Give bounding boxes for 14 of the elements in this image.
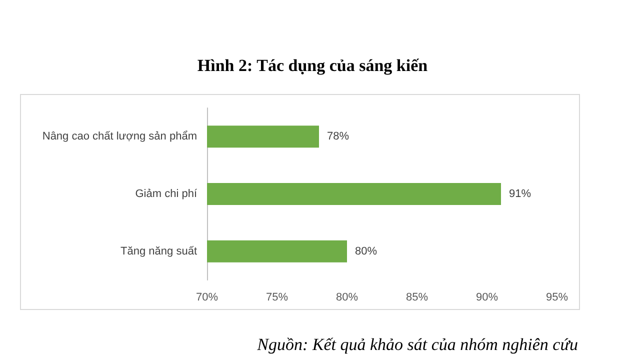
x-tick-label: 90% <box>476 292 498 304</box>
y-tick-label: Giảm chi phí <box>135 188 198 200</box>
data-label: 80% <box>355 245 378 258</box>
x-tick-label: 80% <box>336 292 358 304</box>
data-label: 91% <box>509 188 532 200</box>
x-tick-label: 70% <box>196 292 218 304</box>
chart-title: Hình 2: Tác dụng của sáng kiến <box>197 56 428 75</box>
x-tick-label: 85% <box>406 292 428 304</box>
y-tick-label: Nâng cao chất lượng sản phẩm <box>42 130 197 143</box>
x-tick-label: 75% <box>266 292 288 304</box>
text: Nguồn: Kết quả khảo sát của nhóm nghiên cứu <box>256 335 578 354</box>
y-tick-label: Tăng năng suất <box>120 245 197 258</box>
x-tick-label: 95% <box>546 292 568 304</box>
data-label: 78% <box>327 130 350 143</box>
